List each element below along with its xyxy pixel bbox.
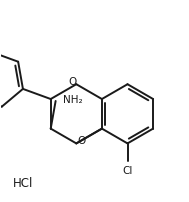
Text: NH₂: NH₂	[63, 95, 82, 104]
Text: O: O	[77, 136, 85, 146]
Text: O: O	[68, 77, 77, 87]
Text: HCl: HCl	[13, 177, 34, 189]
Text: Cl: Cl	[122, 165, 133, 175]
